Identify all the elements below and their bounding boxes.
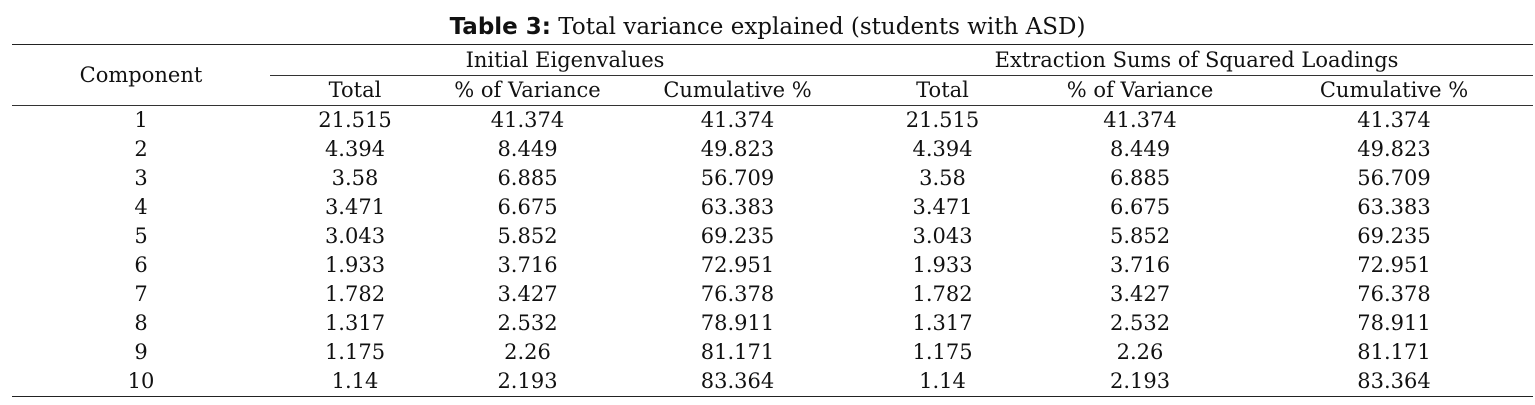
column-header: % of Variance <box>1025 75 1256 106</box>
table-cell: 1.317 <box>324 311 386 335</box>
table-cell: 6.675 <box>497 195 558 219</box>
table-body: 1 21.515 41.374 41.374 21.515 41.374 41.374 2 4.… <box>12 106 1534 397</box>
table-cell: 8.449 <box>1109 137 1171 161</box>
table-cell: 2.532 <box>1109 311 1171 335</box>
component-cell: 3 <box>134 166 148 190</box>
variance-table: Component Initial Eigenvalues Extraction… <box>12 44 1534 397</box>
table-cell: 3.716 <box>1109 253 1171 277</box>
table-cell: 72.951 <box>700 253 775 277</box>
table-cell: 1.933 <box>912 253 973 277</box>
table-cell: 1.175 <box>912 340 973 364</box>
table-cell: 56.709 <box>700 166 775 190</box>
component-cell: 10 <box>12 367 270 397</box>
initial-eigenvalues-header: Initial Eigenvalues <box>270 44 861 76</box>
table-row: 9 1.175 2.26 81.171 1.175 2.26 81.171 <box>12 338 1533 367</box>
table-cell: 63.383 <box>1357 195 1431 219</box>
component-column-header: Component <box>12 44 270 106</box>
column-header: % of Variance <box>440 75 615 106</box>
table-cell: 21.515 <box>318 108 392 132</box>
table-row: 1 21.515 41.374 41.374 21.515 41.374 41.374 <box>12 106 1533 136</box>
table-cell: 3.58 <box>919 166 966 190</box>
table-cell: 2.193 <box>440 367 615 397</box>
table-cell: 63.383 <box>700 195 775 219</box>
table-row: 8 1.317 2.532 78.911 1.317 2.532 78.911 <box>12 309 1533 338</box>
table-caption: Table 3: Total variance explained (stude… <box>0 12 1535 42</box>
table-cell: 2.26 <box>504 340 551 364</box>
table-cell: 83.364 <box>615 367 861 397</box>
table-cell: 1.175 <box>324 340 386 364</box>
table-cell: 5.852 <box>497 224 558 248</box>
table-cell: 3.043 <box>324 224 386 248</box>
table-cell: 4.394 <box>912 137 973 161</box>
table-cell: 69.235 <box>700 224 775 248</box>
table-cell: 56.709 <box>1357 166 1431 190</box>
table-cell: 3.58 <box>331 166 379 190</box>
table-cell: 81.171 <box>700 340 775 364</box>
table-cell: 3.427 <box>497 282 558 306</box>
table-row: 6 1.933 3.716 72.951 1.933 3.716 72.951 <box>12 251 1533 280</box>
table-caption-text: Total variance explained (students with … <box>550 14 1086 40</box>
table-row: 10 1.14 2.193 83.364 1.14 2.193 83.364 <box>12 367 1534 397</box>
table-header: Component Initial Eigenvalues Extraction… <box>12 44 1534 106</box>
table-row: 7 1.782 3.427 76.378 1.782 3.427 76.378 <box>12 280 1533 309</box>
table-cell: 83.364 <box>1255 367 1534 397</box>
table-cell: 2.532 <box>497 311 558 335</box>
component-cell: 1 <box>134 108 148 132</box>
table-cell: 6.885 <box>1109 166 1171 190</box>
subheader-row: Total % of Variance Cumulative % Total %… <box>12 75 1534 106</box>
table-cell: 41.374 <box>1357 108 1431 132</box>
column-header: Cumulative % <box>1255 75 1534 106</box>
table-cell: 1.14 <box>860 367 1026 397</box>
extraction-sums-header: Extraction Sums of Squared Loadings <box>860 44 1534 76</box>
table-cell: 41.374 <box>490 108 565 132</box>
component-cell: 9 <box>134 340 148 364</box>
table-cell: 1.782 <box>324 282 386 306</box>
table-cell: 41.374 <box>700 108 775 132</box>
table-cell: 78.911 <box>1357 311 1431 335</box>
table-cell: 2.26 <box>1116 340 1164 364</box>
table-row: 5 3.043 5.852 69.235 3.043 5.852 69.235 <box>12 222 1533 251</box>
table-cell: 3.427 <box>1109 282 1171 306</box>
table-cell: 69.235 <box>1357 224 1431 248</box>
table-cell: 3.716 <box>497 253 558 277</box>
column-header: Cumulative % <box>615 75 861 106</box>
table-cell: 41.374 <box>1103 108 1177 132</box>
component-cell: 2 <box>134 137 148 161</box>
table-cell: 78.911 <box>700 311 775 335</box>
table-cell: 72.951 <box>1357 253 1431 277</box>
table-cell: 5.852 <box>1109 224 1171 248</box>
table-cell: 3.043 <box>912 224 973 248</box>
table-row: 4 3.471 6.675 63.383 3.471 6.675 63.383 <box>12 193 1533 222</box>
table-cell: 1.782 <box>912 282 973 306</box>
component-cell: 5 <box>134 224 148 248</box>
table-cell: 81.171 <box>1357 340 1431 364</box>
column-header: Total <box>270 75 440 106</box>
component-cell: 6 <box>134 253 148 277</box>
table-cell: 4.394 <box>324 137 386 161</box>
component-cell: 4 <box>134 195 148 219</box>
table-cell: 1.14 <box>270 367 440 397</box>
table-cell: 6.675 <box>1109 195 1171 219</box>
table-cell: 1.933 <box>324 253 386 277</box>
table-cell: 2.193 <box>1025 367 1256 397</box>
table-cell: 76.378 <box>700 282 775 306</box>
component-cell: 8 <box>134 311 148 335</box>
table-cell: 6.885 <box>497 166 558 190</box>
table-cell: 21.515 <box>905 108 980 132</box>
group-header-row: Component Initial Eigenvalues Extraction… <box>12 44 1534 106</box>
table-cell: 76.378 <box>1357 282 1431 306</box>
column-header: Total <box>860 75 1026 106</box>
table-row: 3 3.58 6.885 56.709 3.58 6.885 56.709 <box>12 164 1533 193</box>
table-cell: 3.471 <box>912 195 973 219</box>
table-cell: 3.471 <box>324 195 386 219</box>
table-row: 2 4.394 8.449 49.823 4.394 8.449 49.823 <box>12 135 1533 164</box>
table-caption-label: Table 3: <box>449 14 551 40</box>
table-cell: 8.449 <box>497 137 558 161</box>
table-cell: 49.823 <box>1357 137 1431 161</box>
component-cell: 7 <box>134 282 148 306</box>
table-cell: 49.823 <box>700 137 775 161</box>
table-cell: 1.317 <box>912 311 973 335</box>
